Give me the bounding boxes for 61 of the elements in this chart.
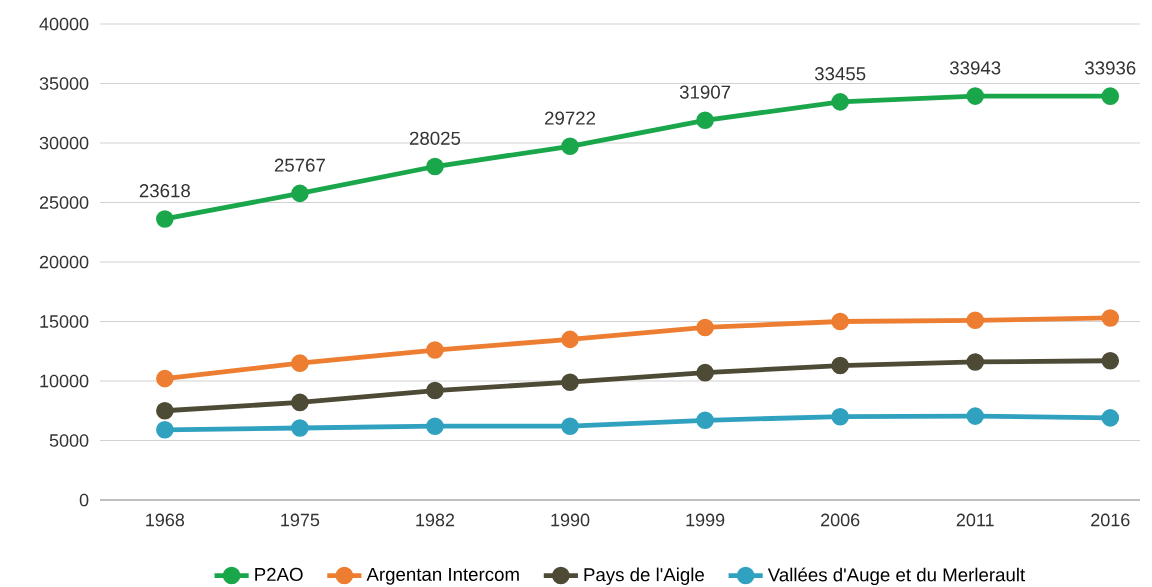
x-tick-label: 1999	[686, 513, 725, 527]
x-tick-label: 2006	[821, 513, 860, 527]
y-tick-label: 25000	[39, 196, 89, 209]
point	[291, 393, 309, 412]
x-tick-label: 1975	[281, 513, 320, 527]
legend-label: Vallées d'Auge et du Merlerault	[767, 567, 1026, 586]
data-label: 33936	[1085, 61, 1136, 75]
point	[426, 157, 444, 176]
point	[696, 411, 714, 430]
data-label: 31907	[679, 85, 731, 99]
point	[696, 111, 714, 130]
y-tick-label: 0	[79, 493, 89, 507]
y-tick-label: 40000	[39, 17, 89, 31]
legend-label: P2AO	[255, 567, 303, 582]
point	[561, 373, 579, 391]
data-label: 33455	[814, 67, 866, 81]
point	[831, 356, 849, 375]
point	[831, 407, 849, 426]
point	[426, 341, 444, 359]
point	[561, 417, 579, 436]
y-tick-label: 10000	[40, 374, 89, 388]
legend-label: Pays de l'Aigle	[584, 567, 704, 585]
point	[696, 363, 714, 382]
data-label: 25767	[274, 158, 325, 172]
point	[1101, 409, 1120, 427]
point	[156, 210, 174, 228]
x-tick-label: 2016	[1091, 513, 1130, 527]
y-tick-label: 20000	[39, 255, 89, 269]
legend-label: Argentan Intercom	[366, 567, 519, 585]
y-tick-label: 35000	[39, 77, 89, 90]
point	[156, 369, 174, 388]
point	[291, 354, 309, 372]
point	[291, 184, 309, 203]
data-label: 29722	[545, 111, 596, 125]
point	[966, 407, 985, 425]
y-tick-label: 15000	[40, 315, 89, 328]
x-tick-label: 2011	[956, 513, 994, 527]
point	[156, 401, 174, 420]
point	[696, 318, 714, 337]
point	[426, 381, 444, 400]
point	[1101, 351, 1120, 370]
x-tick-label: 1982	[416, 513, 455, 527]
point	[831, 312, 849, 331]
x-tick-label: 1968	[146, 513, 185, 527]
point	[561, 330, 579, 349]
point	[966, 353, 985, 371]
point	[426, 417, 444, 436]
data-label: 28025	[409, 131, 461, 145]
point	[966, 87, 985, 105]
point	[291, 419, 309, 437]
data-label: 33943	[949, 61, 1001, 75]
point	[156, 420, 174, 439]
point	[831, 93, 849, 111]
point	[561, 137, 579, 156]
x-tick-label: 1990	[551, 513, 590, 527]
y-tick-label: 5000	[49, 434, 89, 447]
point	[966, 311, 985, 330]
data-label: 23618	[139, 184, 190, 198]
point	[1101, 87, 1120, 105]
point	[1101, 309, 1120, 327]
y-tick-label: 30000	[39, 136, 89, 150]
